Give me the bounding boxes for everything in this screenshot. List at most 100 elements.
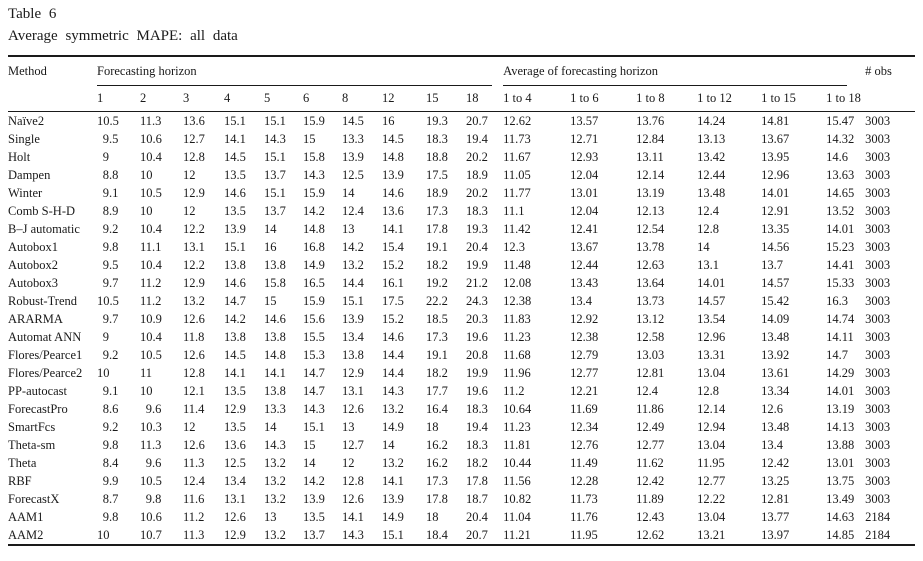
cell-average: 12.77: [636, 436, 697, 454]
integer-part: 15: [826, 239, 839, 254]
fraction-part: .8: [195, 149, 205, 164]
integer-part: 14: [224, 311, 237, 326]
cell-horizon: 14.6: [224, 274, 264, 292]
integer-part: 14: [342, 275, 355, 290]
integer-part: 17: [426, 473, 439, 488]
cell-horizon: 10.5: [140, 346, 183, 364]
fraction-part: .19: [648, 185, 665, 200]
fraction-part: .8: [438, 221, 448, 236]
cell-horizon: 15: [303, 436, 342, 454]
fraction-part: .4: [195, 401, 205, 416]
cell-horizon: 15.1: [224, 238, 264, 256]
integer-part: 12: [224, 509, 237, 524]
integer-part: 13: [826, 401, 839, 416]
integer-part: 18: [466, 401, 479, 416]
integer-part: 14: [697, 239, 710, 254]
cell-horizon: 14.9: [382, 418, 426, 436]
fraction-part: .4: [582, 293, 592, 308]
cell-horizon: 19.9: [466, 256, 503, 274]
table-row: Winter 9.1 10.5 12.9 14.6 15.1 15.9 14 14.6 18.9 2…: [8, 184, 915, 202]
fraction-part: .2: [354, 239, 364, 254]
method-col-spacer: [8, 86, 97, 112]
cell-average: 12.76: [570, 436, 636, 454]
cell-average: 13.77: [761, 508, 826, 526]
cell-horizon: 14.1: [382, 220, 426, 238]
cell-horizon: 8.8: [97, 166, 140, 184]
integer-part: 11: [503, 203, 516, 218]
cell-average: 12.22: [697, 490, 761, 508]
cell-horizon: 15.9: [303, 184, 342, 202]
integer-part: 12: [761, 167, 774, 182]
fraction-part: .95: [773, 149, 790, 164]
fraction-part: .61: [773, 365, 790, 380]
cell-obs: 3003: [865, 239, 891, 254]
fraction-part: .6: [394, 203, 404, 218]
fraction-part: .67: [773, 131, 790, 146]
fraction-part: .77: [582, 365, 599, 380]
cell-horizon: 13.2: [382, 400, 426, 418]
cell-horizon: 19.6: [466, 382, 503, 400]
integer-part: 18: [426, 257, 439, 272]
cell-horizon: 11.3: [140, 436, 183, 454]
integer-part: 13: [761, 221, 774, 236]
fraction-part: .4: [394, 239, 404, 254]
fraction-part: .3: [478, 293, 488, 308]
integer-part: 13: [570, 113, 583, 128]
fraction-part: .5: [438, 167, 448, 182]
table-row: Autobox1 9.8 11.1 13.1 15.1 16 16.8 14.2 15.4 19.…: [8, 238, 915, 256]
integer-part: 18: [466, 491, 479, 506]
fraction-part: .05: [515, 167, 531, 182]
horizon-col-header: 12: [382, 86, 426, 112]
cell-horizon: 9.8: [97, 436, 140, 454]
fraction-part: .2: [354, 257, 364, 272]
integer-part: 13: [697, 509, 710, 524]
fraction-part: .71: [582, 131, 599, 146]
fraction-part: .6: [394, 185, 404, 200]
cell-average: 11.56: [503, 472, 570, 490]
fraction-part: .5: [236, 347, 246, 362]
integer-part: 10: [97, 113, 110, 128]
integer-part: 11: [636, 491, 649, 506]
fraction-part: .78: [648, 239, 665, 254]
cell-horizon: 12.8: [183, 148, 224, 166]
fraction-part: .6: [195, 311, 205, 326]
cell-horizon: 13.8: [264, 256, 303, 274]
fraction-part: .8: [109, 437, 119, 452]
cell-average: 10.82: [503, 490, 570, 508]
integer-part: 9: [102, 329, 109, 344]
fraction-part: .3: [195, 455, 205, 470]
cell-average: 12.49: [636, 418, 697, 436]
integer-part: 13: [264, 401, 277, 416]
table-row: Theta-sm 9.8 11.3 12.6 13.6 14.3 15 12.7 14 16.2 1…: [8, 436, 915, 454]
fraction-part: .8: [236, 257, 246, 272]
cell-average: 11.42: [503, 220, 570, 238]
integer-part: 15: [761, 293, 774, 308]
integer-part: 9: [145, 491, 152, 506]
fraction-part: .52: [838, 203, 855, 218]
cell-average: 13.42: [697, 148, 761, 166]
cell-horizon: 14.2: [342, 238, 382, 256]
integer-part: 12: [636, 167, 649, 182]
cell-horizon: 12: [183, 418, 224, 436]
fraction-part: .6: [838, 149, 848, 164]
cell-horizon: 15.1: [264, 148, 303, 166]
integer-part: 12: [503, 239, 516, 254]
cell-horizon: 19.1: [426, 238, 466, 256]
cell-method: Autobox3: [8, 275, 58, 290]
integer-part: 10: [140, 383, 153, 398]
fraction-part: .4: [109, 455, 119, 470]
cell-horizon: 11.2: [140, 292, 183, 310]
cell-horizon: 9.6: [140, 454, 183, 472]
cell-horizon: 9: [97, 328, 140, 346]
integer-part: 17: [382, 293, 395, 308]
integer-part: 12: [697, 419, 710, 434]
integer-part: 15: [303, 329, 316, 344]
cell-method: Dampen: [8, 167, 51, 182]
fraction-part: .8: [438, 149, 448, 164]
fraction-part: .8: [709, 221, 719, 236]
cell-average: 14.7: [826, 346, 865, 364]
average-col-header: 1 to 6: [570, 86, 637, 112]
integer-part: 13: [570, 293, 583, 308]
integer-part: 13: [264, 167, 277, 182]
cell-horizon: 14.5: [382, 130, 426, 148]
